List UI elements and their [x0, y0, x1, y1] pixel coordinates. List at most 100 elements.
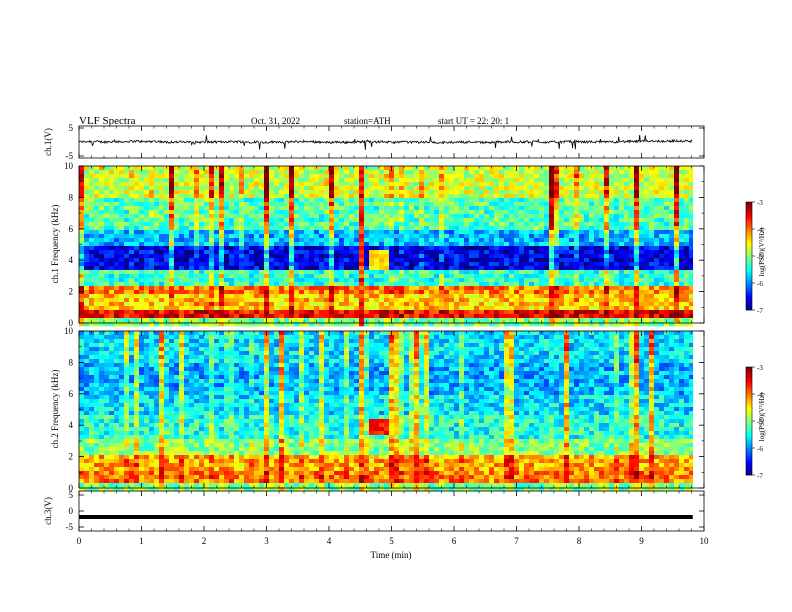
spectrogram-cell [504, 266, 510, 271]
spectrogram-cell [394, 278, 400, 283]
spectrogram-cell [549, 194, 555, 199]
spectrogram-cell [339, 258, 345, 263]
spectrogram-cell [659, 310, 665, 315]
spectrogram-cell [489, 218, 495, 223]
spectrogram-cell [369, 278, 375, 283]
spectrogram-cell [544, 194, 550, 199]
spectrogram-cell [659, 274, 665, 279]
spectrogram-cell [534, 306, 540, 311]
spectrogram-cell [329, 314, 335, 319]
spectrogram-cell [174, 274, 180, 279]
spectrogram-cell [404, 274, 410, 279]
spectrogram-cell [214, 222, 220, 227]
spectrogram-cell [439, 170, 445, 175]
spectrogram-cell [414, 318, 420, 323]
spectrogram-cell [534, 274, 540, 279]
spectrogram-cell [504, 206, 510, 211]
spectrogram-cell [109, 278, 115, 283]
spectrogram-cell [369, 194, 375, 199]
spectrogram-cell [209, 318, 215, 323]
spectrogram-cell [409, 214, 415, 219]
spectrogram-cell [439, 238, 445, 243]
spectrogram-cell [489, 186, 495, 191]
spectrogram-cell [394, 298, 400, 303]
spectrogram-cell [284, 262, 290, 267]
spectrogram-cell [89, 210, 95, 215]
spectrogram-cell [259, 306, 265, 311]
spectrogram-cell [209, 298, 215, 303]
spectrogram-cell [499, 262, 505, 267]
spectrogram-cell [359, 214, 365, 219]
spectrogram-cell [494, 182, 500, 187]
spectrogram-cell [629, 186, 635, 191]
spectrogram-cell [189, 206, 195, 211]
spectrogram-cell [424, 206, 430, 211]
spectrogram-cell [384, 314, 390, 319]
spectrogram-cell [684, 250, 690, 255]
spectrogram-cell [544, 206, 550, 211]
spectrogram-cell [264, 210, 270, 215]
spectrogram-cell [144, 294, 150, 299]
spectrogram-cell [394, 218, 400, 223]
spectrogram-cell [389, 206, 395, 211]
spectrogram-cell [229, 186, 235, 191]
spectrogram-cell [659, 314, 665, 319]
spectrogram-cell [374, 226, 380, 231]
spectrogram-cell [454, 206, 460, 211]
spectrogram-cell [104, 258, 110, 263]
spectrogram-cell [519, 226, 525, 231]
spectrogram-cell [419, 270, 425, 275]
spectrogram-cell [249, 190, 255, 195]
spectrogram-cell [414, 322, 420, 327]
spectrogram-cell [379, 182, 385, 187]
spectrogram-cell [659, 182, 665, 187]
spectrogram-cell [334, 262, 340, 267]
spectrogram-cell [314, 318, 320, 323]
spectrogram-cell [524, 250, 530, 255]
spectrogram-cell [669, 178, 675, 183]
spectrogram-cell [139, 202, 145, 207]
spectrogram-cell [464, 182, 470, 187]
spectrogram-cell [394, 314, 400, 319]
spectrogram-cell [619, 290, 625, 295]
spectrogram-cell [334, 174, 340, 179]
spectrogram-cell [329, 186, 335, 191]
spectrogram-cell [304, 222, 310, 227]
spectrogram-cell [514, 302, 520, 307]
spectrogram-cell [254, 270, 260, 275]
spectrogram-cell [79, 238, 85, 243]
spectrogram-cell [214, 314, 220, 319]
spectrogram-cell [279, 194, 285, 199]
spectrogram-cell [679, 222, 685, 227]
spectrogram-cell [569, 202, 575, 207]
spectrogram-cell [254, 238, 260, 243]
spectrogram-cell [134, 314, 140, 319]
spectrogram-cell [414, 230, 420, 235]
spectrogram-cell [284, 238, 290, 243]
spectrogram-cell [609, 302, 615, 307]
spectrogram-cell [609, 282, 615, 287]
spectrogram-cell [404, 270, 410, 275]
spectrogram-cell [419, 282, 425, 287]
spectrogram-cell [424, 226, 430, 231]
spectrogram-cell [419, 298, 425, 303]
spectrogram-cell [264, 322, 270, 327]
spectrogram-cell [469, 170, 475, 175]
spectrogram-cell [244, 306, 250, 311]
spectrogram-cell [659, 322, 665, 327]
spectrogram-cell [179, 222, 185, 227]
spectrogram-cell [634, 262, 640, 267]
spectrogram-cell [244, 226, 250, 231]
spectrogram-cell [114, 290, 120, 295]
spectrogram-cell [579, 254, 585, 259]
spectrogram-cell [109, 246, 115, 251]
spectrogram-cell [639, 258, 645, 263]
spectrogram-cell [79, 198, 85, 203]
spectrogram-cell [459, 318, 465, 323]
spectrogram-cell [474, 182, 480, 187]
spectrogram-cell [159, 274, 165, 279]
spectrogram-cell [454, 222, 460, 227]
spectrogram-cell [499, 270, 505, 275]
spectrogram-cell [604, 222, 610, 227]
spectrogram-cell [554, 230, 560, 235]
